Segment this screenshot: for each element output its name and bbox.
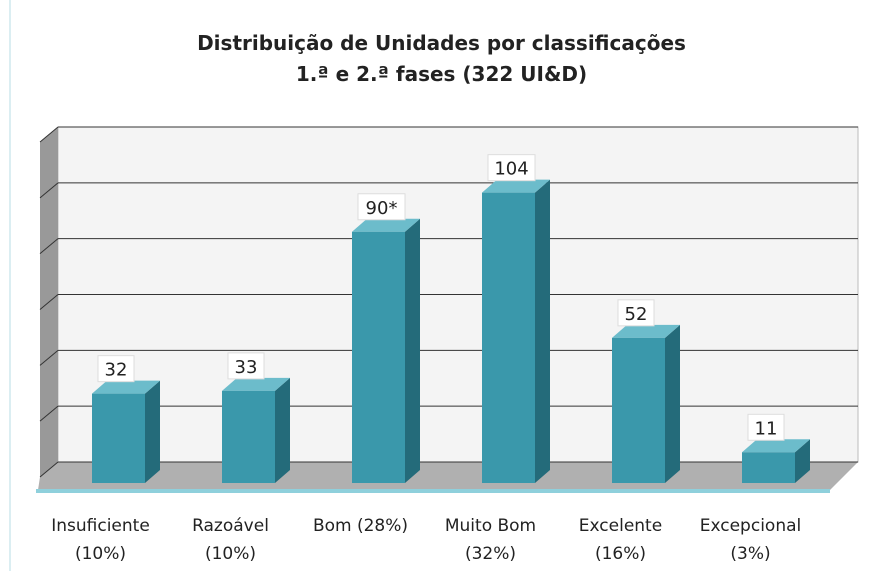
grid-line-side: [39, 461, 59, 478]
value-label: 32: [105, 360, 128, 381]
value-label-box: [357, 193, 406, 221]
x-tick-label: Excepcional (3%): [699, 516, 802, 564]
grid-line-side: [39, 294, 59, 310]
bar-front: [352, 231, 405, 483]
grid-line-side: [39, 349, 59, 366]
bar-front: [612, 337, 665, 483]
value-label: 11: [755, 418, 778, 439]
bar-front: [92, 393, 145, 483]
bar: [612, 324, 680, 483]
value-label-box: [617, 299, 655, 327]
bar: [92, 380, 160, 483]
bar-side: [665, 324, 680, 483]
value-label-box: [747, 413, 785, 441]
x-tick-label: Excelente (16%): [578, 516, 663, 564]
value-label-box: [487, 154, 536, 182]
bar-front: [222, 390, 275, 483]
bar-top: [222, 377, 290, 391]
value-label: 33: [235, 357, 258, 378]
bar-front: [482, 192, 535, 483]
bar-top: [92, 380, 160, 394]
bar-side: [145, 380, 160, 483]
grid-line-side: [39, 238, 59, 255]
bar: [352, 218, 420, 483]
bar-top: [482, 179, 550, 193]
value-label: 52: [625, 304, 648, 325]
value-label-box: [227, 352, 265, 380]
chart-title: Distribuição de Unidades por classificaç…: [197, 31, 686, 86]
bar: [222, 377, 290, 483]
bar: [482, 179, 550, 483]
bar-side: [535, 179, 550, 483]
x-tick-label: Bom (28%): [312, 516, 409, 536]
value-label: 104: [494, 159, 528, 180]
x-tick-label: Insuficiente (10%): [51, 516, 150, 564]
grid-line-side: [39, 126, 59, 143]
x-tick-label: Muito Bom (32%): [444, 516, 537, 564]
bar-front: [742, 452, 795, 483]
bar-side: [275, 377, 290, 483]
x-tick-label: Razoável (10%): [192, 516, 269, 564]
value-label: 90*: [366, 198, 398, 219]
bar-top: [352, 218, 420, 232]
bar-top: [742, 439, 810, 453]
floor: [38, 462, 858, 490]
bar: [742, 439, 810, 483]
value-label-box: [97, 355, 135, 383]
grid-line-side: [39, 182, 59, 199]
bar-side: [405, 218, 420, 483]
bar-side: [795, 439, 810, 483]
grid-line-side: [39, 405, 59, 422]
bar-top: [612, 324, 680, 338]
